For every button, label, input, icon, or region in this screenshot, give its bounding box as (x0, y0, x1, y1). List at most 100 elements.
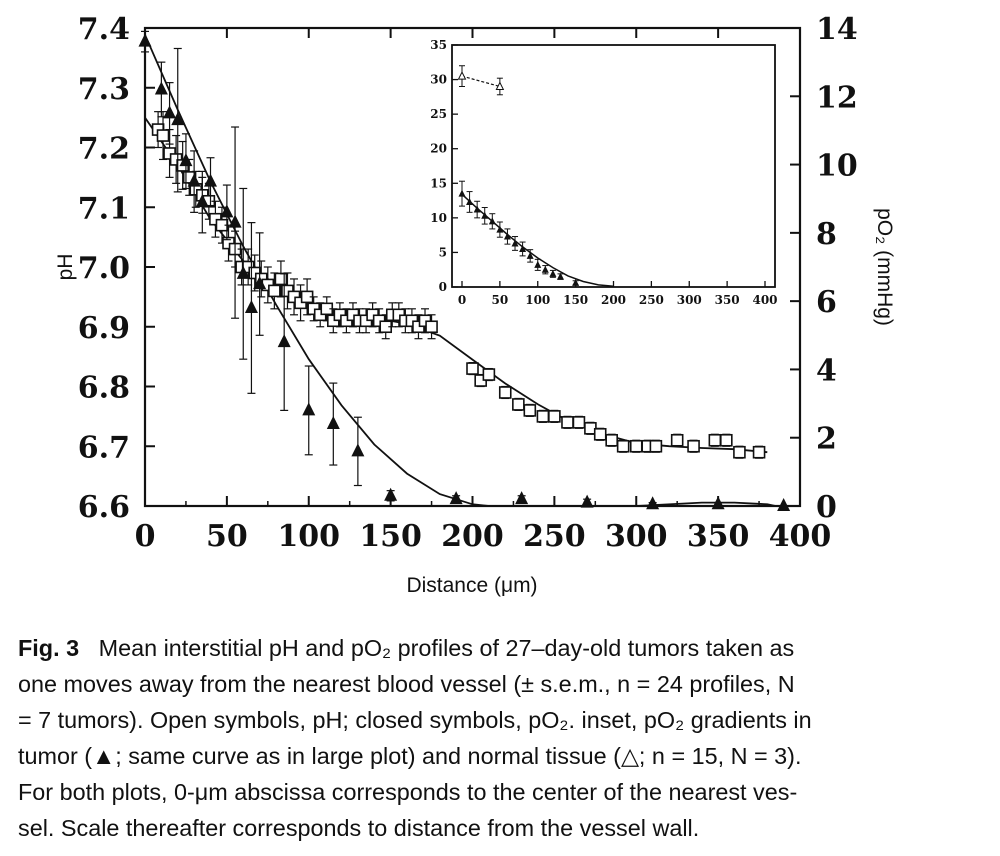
po2-point (384, 487, 398, 501)
y2-tick-label: 12 (816, 80, 858, 115)
y2-tick-label: 6 (816, 285, 837, 320)
inset-tumor-point (541, 265, 549, 273)
ph-point (649, 439, 663, 453)
ph-point (752, 445, 766, 459)
ph-point (561, 416, 574, 429)
caption-line-3: = 7 tumors). Open symbols, pH; closed sy… (18, 707, 812, 733)
ph-point (466, 362, 479, 375)
inset-y-tick-label: 15 (430, 176, 447, 190)
inset-tumor-point (503, 232, 511, 240)
x-axis-title: Distance (μm) (406, 574, 537, 597)
inset-x-tick-label: 200 (601, 293, 626, 307)
caption-line-5: For both plots, 0-μm abscissa correspond… (18, 779, 798, 805)
po2-point (515, 491, 529, 505)
x-tick-label: 150 (359, 519, 422, 554)
inset-x-tick-label: 50 (492, 293, 509, 307)
caption-line-6: sel. Scale thereafter corresponds to dis… (18, 815, 700, 841)
po2-point (236, 265, 250, 279)
x-tick-label: 0 (135, 519, 156, 554)
inset-tumor-point (496, 225, 504, 233)
inset-frame (451, 44, 776, 288)
inset-tumor-point (556, 272, 564, 280)
inset-x-tick-label: 0 (458, 293, 466, 307)
po2-point (711, 496, 725, 510)
inset-tumor-point (473, 205, 481, 213)
y-axis-title: pH (54, 254, 77, 281)
inset-tumor-point (466, 197, 474, 205)
po2-point (777, 498, 791, 511)
y2-tick-label: 8 (816, 217, 837, 252)
caption-text-1: Mean interstitial pH and pO₂ profiles of… (98, 635, 795, 661)
x-tick-label: 350 (687, 519, 750, 554)
inset-tumor-point (511, 239, 519, 247)
ph-point (156, 129, 170, 142)
inset-tumor-point (526, 251, 534, 259)
inset-x-tick-label: 100 (525, 293, 550, 307)
inset-x-tick-label: 250 (639, 293, 664, 307)
caption-label: Fig. 3 (18, 635, 80, 661)
ph-point (268, 284, 281, 298)
inset-x-tick-label: 400 (752, 293, 777, 307)
y-tick-label: 6.6 (78, 490, 130, 525)
po2-point (204, 173, 217, 187)
inset-tumor-point (519, 244, 527, 252)
figure-caption: Fig. 3 Mean interstitial pH and pO₂ prof… (18, 630, 988, 846)
po2-point (351, 443, 365, 457)
po2-point (580, 494, 594, 508)
po2-point (163, 105, 177, 119)
inset-tumor-point (481, 211, 489, 219)
y-tick-label: 7.3 (78, 72, 130, 107)
x-tick-label: 200 (441, 519, 504, 554)
ph-point (708, 433, 722, 447)
ph-point (616, 439, 630, 453)
ph-point (572, 416, 586, 429)
inset-y-tick-label: 35 (430, 38, 447, 52)
inset-tumor-point (572, 278, 580, 286)
y2-tick-label: 4 (816, 353, 837, 388)
ph-point (512, 398, 525, 411)
x-tick-label: 100 (277, 519, 340, 554)
caption-line-1: Fig. 3 Mean interstitial pH and pO₂ prof… (18, 630, 988, 666)
po2-point (277, 334, 291, 348)
figure-chart: 0 50 100 150 200 250 300 350 4006.66.76.86.97.07… (54, 12, 896, 597)
ph-point (720, 433, 733, 447)
inset-tumor-point (458, 189, 466, 197)
y-tick-label: 6.8 (78, 371, 130, 406)
y-tick-label: 7.1 (78, 191, 130, 226)
ph-point (629, 439, 643, 453)
ph-point (593, 427, 607, 441)
y-tick-label: 7.0 (78, 251, 130, 286)
inset-normal-point (495, 81, 505, 90)
inset-y-tick-label: 20 (430, 142, 447, 156)
y-tick-label: 6.9 (78, 311, 130, 346)
po2-point (154, 81, 168, 95)
ph-point (536, 410, 550, 423)
po2-point (253, 276, 267, 290)
y-tick-label: 6.7 (78, 430, 130, 465)
inset-y-tick-label: 30 (430, 73, 447, 87)
x-tick-label: 250 (523, 519, 586, 554)
inset-y-tick-label: 5 (439, 245, 447, 259)
x-tick-label: 50 (206, 519, 248, 554)
ph-point (523, 404, 537, 417)
y-tick-label: 7.2 (78, 132, 130, 167)
inset-normal-point (457, 70, 467, 80)
x-tick-label: 300 (605, 519, 668, 554)
ph-point (482, 368, 496, 381)
ph-point (425, 320, 438, 334)
y2-axis-title: pO₂ (mmHg) (873, 208, 896, 326)
caption-line-4: tumor (▲; same curve as in large plot) a… (18, 743, 802, 769)
po2-point (187, 173, 201, 187)
po2-point (228, 214, 242, 228)
po2-point (326, 416, 340, 430)
po2-point (179, 153, 193, 167)
po2-point (195, 194, 209, 208)
inset-x-tick-label: 150 (563, 293, 588, 307)
inset-y-tick-label: 10 (430, 211, 447, 225)
y2-tick-label: 14 (816, 12, 858, 47)
po2-point (244, 299, 258, 313)
inset-tumor-point (488, 217, 496, 225)
ph-point (670, 433, 684, 447)
po2-point (302, 402, 316, 416)
